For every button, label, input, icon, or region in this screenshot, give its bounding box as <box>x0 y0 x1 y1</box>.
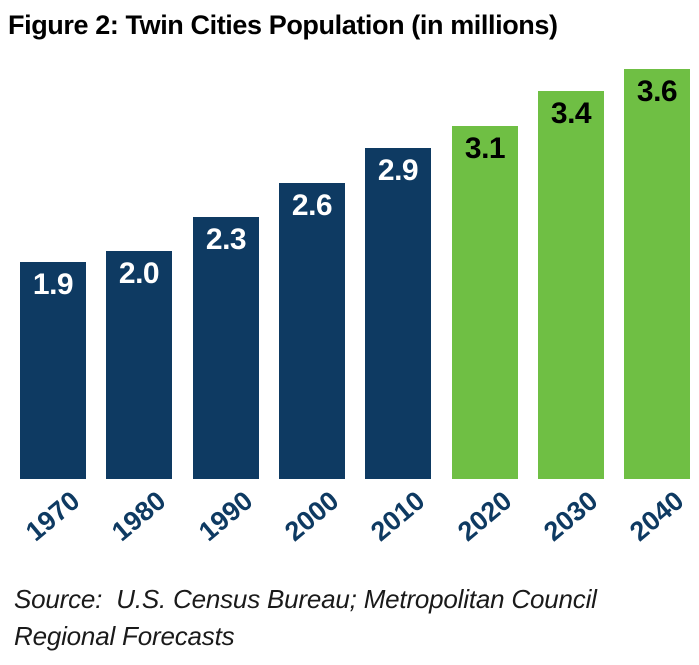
source-note-line-2: Regional Forecasts <box>14 621 235 651</box>
x-axis-label-2030: 2030 <box>538 485 604 547</box>
bar-1970: 1.9 <box>20 262 86 479</box>
source-note: Source: U.S. Census Bureau; Metropolitan… <box>14 581 684 655</box>
bar-2020: 3.1 <box>452 126 518 479</box>
x-axis-label-2040: 2040 <box>624 485 690 547</box>
bar-value-label-2000: 2.6 <box>291 189 333 222</box>
bar-2040: 3.6 <box>624 69 690 479</box>
bar-value-label-2040: 3.6 <box>636 75 678 108</box>
x-axis-label-1990: 1990 <box>193 485 259 547</box>
bar-value-label-2030: 3.4 <box>550 97 592 130</box>
bar-2010: 2.9 <box>365 148 431 479</box>
bar-value-label-2020: 3.1 <box>464 132 506 165</box>
source-note-line-1: Source: U.S. Census Bureau; Metropolitan… <box>14 584 597 614</box>
x-axis-label-2000: 2000 <box>279 485 345 547</box>
bar-1980: 2.0 <box>106 251 172 479</box>
x-axis-label-1970: 1970 <box>20 485 86 547</box>
bar-value-label-1970: 1.9 <box>32 268 74 301</box>
bar-value-label-1980: 2.0 <box>118 257 160 290</box>
bar-2030: 3.4 <box>538 91 604 479</box>
bar-2000: 2.6 <box>279 183 345 479</box>
x-axis-label-1980: 1980 <box>106 485 172 547</box>
bar-value-label-2010: 2.9 <box>377 154 419 187</box>
bar-chart-plot: 1.9 1970 2.0 1980 2.3 1990 2.6 2000 2.9 2010 3.1 20… <box>0 60 699 547</box>
x-axis-label-2010: 2010 <box>365 485 431 547</box>
figure-title: Figure 2: Twin Cities Population (in mil… <box>8 10 558 40</box>
x-axis-label-2020: 2020 <box>452 485 518 547</box>
bar-value-label-1990: 2.3 <box>205 223 247 256</box>
bar-1990: 2.3 <box>193 217 259 479</box>
